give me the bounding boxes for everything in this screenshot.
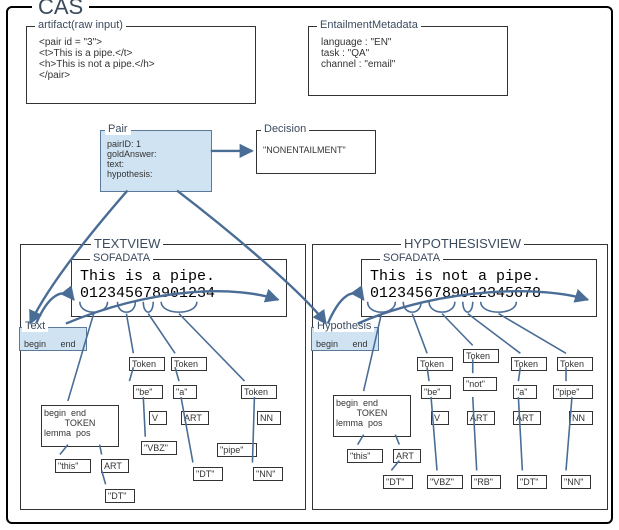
tv-token-schema: begin end TOKEN lemma pos xyxy=(41,405,119,447)
tv-l4: "pipe" xyxy=(217,443,257,457)
tv-end: end xyxy=(60,339,75,349)
tv-e2: "VBZ" xyxy=(141,441,177,455)
hv-e3: "RB" xyxy=(471,475,501,489)
hv-sofa-legend: SOFADATA xyxy=(380,252,443,264)
tv-e1: "DT" xyxy=(105,489,135,503)
decision-box: Decision "NONENTAILMENT" xyxy=(256,130,376,174)
textview-title: TEXTVIEW xyxy=(91,236,163,251)
hypview-box: HYPOTHESISVIEW SOFADATA This is not a pi… xyxy=(312,244,608,510)
tv-e4: "NN" xyxy=(253,467,283,481)
hv-offsets: 0123456789012345678 xyxy=(370,285,588,302)
tv-e3: "DT" xyxy=(193,467,223,481)
tv-l1: "this" xyxy=(55,459,91,473)
textview-box: TEXTVIEW SOFADATA This is a pipe. 012345… xyxy=(20,244,306,510)
hv-tok5: Token xyxy=(557,357,593,371)
pair-l2: goldAnswer: xyxy=(107,149,205,159)
ent-l2: task : "QA" xyxy=(321,48,495,59)
tv-tok4: Token xyxy=(241,385,277,399)
tv-p2: V xyxy=(149,411,167,425)
tv-text-box: Text begin end xyxy=(19,327,87,351)
artifact-l1: <pair id = "3"> xyxy=(39,37,243,48)
hv-hyp-legend: Hypothesis xyxy=(314,320,374,332)
hv-e4: "DT" xyxy=(517,475,547,489)
hv-l1: "this" xyxy=(347,449,383,463)
pair-l1: pairID: 1 xyxy=(107,139,205,149)
hv-hyp-box: Hypothesis begin end xyxy=(311,327,379,351)
decision-value: "NONENTAILMENT" xyxy=(263,145,369,155)
tv-p3: ART xyxy=(181,411,209,425)
tv-tok3: Token xyxy=(171,357,207,371)
ent-l3: channel : "email" xyxy=(321,59,495,70)
hv-p5: NN xyxy=(569,411,593,425)
hv-end: end xyxy=(352,339,367,349)
tv-sentence: This is a pipe. xyxy=(80,268,278,285)
hv-l5: "pipe" xyxy=(553,385,593,399)
artifact-l2: <t>This is a pipe.</t> xyxy=(39,48,243,59)
pair-legend: Pair xyxy=(105,123,131,135)
artifact-legend: artifact(raw input) xyxy=(35,19,126,31)
artifact-l3: <h>This is not a pipe.</h> xyxy=(39,59,243,70)
tv-l2: "be" xyxy=(133,385,163,399)
entailment-legend: EntailmentMetadata xyxy=(317,19,421,31)
tv-begin: begin xyxy=(24,339,46,349)
pair-l4: hypothesis: xyxy=(107,169,205,179)
hv-e5: "NN" xyxy=(561,475,591,489)
tv-text-legend: Text xyxy=(22,320,48,332)
hv-token-schema: begin end TOKEN lemma pos xyxy=(333,395,411,437)
tv-tok2: Token xyxy=(129,357,165,371)
hv-p4: ART xyxy=(513,411,541,425)
hv-l2: "be" xyxy=(421,385,451,399)
cas-title: CAS xyxy=(32,0,89,20)
hv-sofadata: SOFADATA This is not a pipe. 01234567890… xyxy=(361,259,597,317)
hv-e1: "DT" xyxy=(383,475,413,489)
hv-tok4: Token xyxy=(511,357,547,371)
artifact-box: artifact(raw input) <pair id = "3"> <t>T… xyxy=(26,26,256,104)
hv-e2: "VBZ" xyxy=(427,475,463,489)
hv-l3: "not" xyxy=(463,377,497,391)
textview-sofadata: SOFADATA This is a pipe. 012345678901234 xyxy=(71,259,287,317)
entailment-box: EntailmentMetadata language : "EN" task … xyxy=(308,26,508,96)
pair-box: Pair pairID: 1 goldAnswer: text: hypothe… xyxy=(100,130,212,192)
hv-l4: "a" xyxy=(513,385,537,399)
hv-p3: ART xyxy=(467,411,495,425)
pair-l3: text: xyxy=(107,159,205,169)
ent-l1: language : "EN" xyxy=(321,37,495,48)
hv-p2: V xyxy=(431,411,449,425)
tv-p4: NN xyxy=(257,411,281,425)
tv-offsets: 012345678901234 xyxy=(80,285,278,302)
hv-begin: begin xyxy=(316,339,338,349)
decision-legend: Decision xyxy=(261,123,309,135)
artifact-l4: </pair> xyxy=(39,70,243,81)
hypview-title: HYPOTHESISVIEW xyxy=(401,236,524,251)
hv-p1: ART xyxy=(393,449,421,463)
tv-sofa-legend: SOFADATA xyxy=(90,252,153,264)
hv-sentence: This is not a pipe. xyxy=(370,268,588,285)
hv-tok3: Token xyxy=(463,349,499,363)
tv-p1: ART xyxy=(101,459,129,473)
cas-frame: CAS artifact(raw input) <pair id = "3"> … xyxy=(6,6,613,524)
tv-l3: "a" xyxy=(173,385,197,399)
hv-tok2: Token xyxy=(417,357,453,371)
